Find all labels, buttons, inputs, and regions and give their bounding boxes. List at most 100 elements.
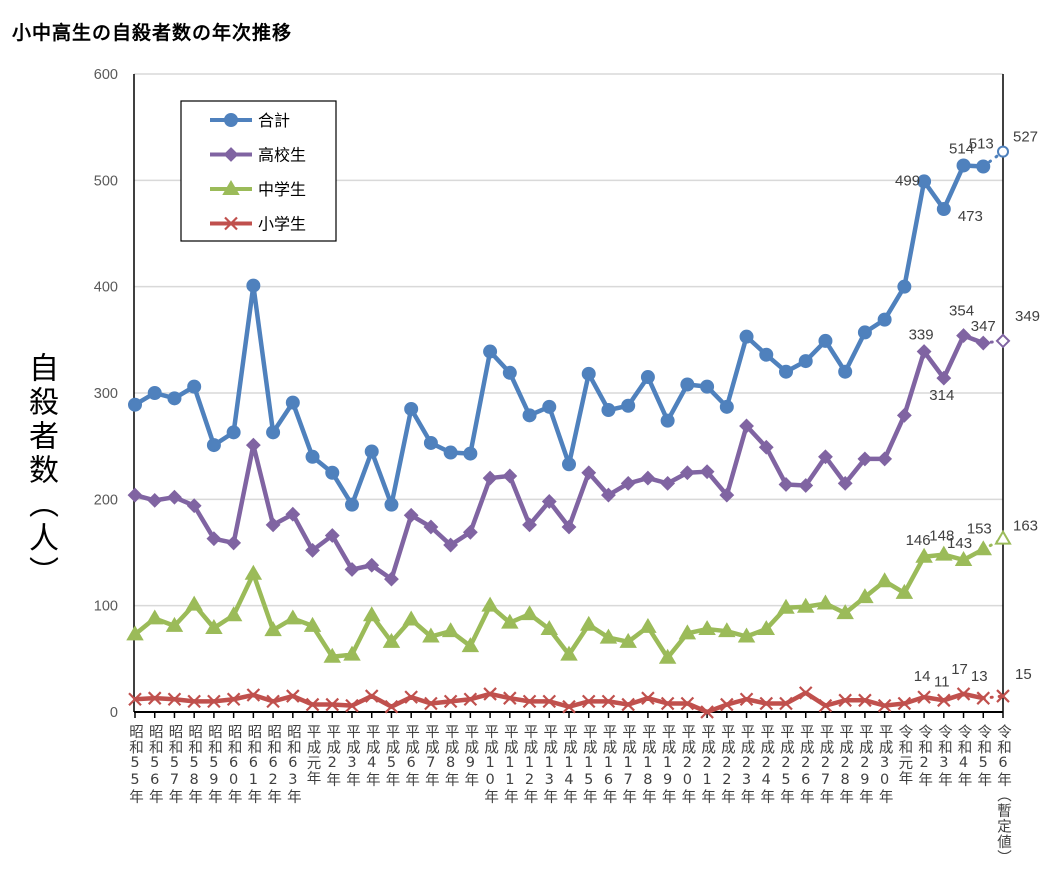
diamond-marker <box>581 465 597 481</box>
triangle-marker <box>579 615 598 631</box>
x-marker <box>246 688 261 702</box>
x-tick-label: 平成28年 <box>837 724 854 805</box>
x-marker <box>700 705 714 719</box>
diamond-marker <box>778 477 794 492</box>
x-tick-label: 平成13年 <box>541 724 558 805</box>
x-marker <box>937 693 951 708</box>
x-marker <box>305 697 320 712</box>
data-label: 499 <box>895 172 920 189</box>
triangle-marker <box>935 545 953 561</box>
circle-marker <box>838 364 853 379</box>
circle-marker <box>601 403 616 418</box>
x-tick-label: 昭和63年 <box>284 724 301 805</box>
x-marker <box>147 691 162 705</box>
provisional-dotted-line <box>981 694 1005 700</box>
circle-marker <box>779 364 793 379</box>
circle-marker <box>759 347 774 362</box>
data-label: 17 <box>951 661 968 678</box>
diamond-marker <box>679 465 695 481</box>
triangle-marker <box>895 583 914 599</box>
diamond-marker <box>324 528 340 543</box>
triangle-marker <box>915 547 933 563</box>
diamond-marker <box>837 475 853 491</box>
data-label: 14 <box>914 668 931 685</box>
x-tick-label: 昭和62年 <box>265 724 282 805</box>
x-tick-label: 平成22年 <box>718 724 735 805</box>
diamond-marker <box>502 468 518 484</box>
diamond-marker <box>660 475 676 491</box>
x-marker <box>996 689 1010 703</box>
triangle-marker <box>461 637 480 653</box>
circle-marker <box>404 401 419 416</box>
x-marker <box>779 696 793 711</box>
triangle-marker <box>422 627 440 643</box>
x-tick-label: 昭和56年 <box>146 724 163 805</box>
circle-marker <box>739 329 754 344</box>
diamond-marker <box>482 470 498 486</box>
data-label: 354 <box>949 303 974 320</box>
x-marker <box>641 691 655 705</box>
triangle-marker <box>777 598 795 614</box>
circle-marker <box>857 325 872 340</box>
diamond-marker <box>186 498 202 514</box>
circle-marker <box>936 202 951 217</box>
data-label: 527 <box>1013 129 1038 146</box>
data-label: 514 <box>949 140 974 157</box>
circle-marker <box>997 145 1009 158</box>
triangle-marker <box>540 620 559 636</box>
circle-marker <box>266 425 281 440</box>
triangle-marker <box>678 624 697 640</box>
triangle-marker <box>244 564 263 580</box>
x-marker <box>286 689 300 703</box>
series-line <box>134 333 985 582</box>
x-tick-label: 平成23年 <box>738 724 755 805</box>
y-tick-label: 0 <box>110 705 118 721</box>
x-tick-label: 令和5年 <box>975 724 992 788</box>
x-marker <box>897 696 912 711</box>
y-axis-label: 自殺者数（人） <box>23 352 58 590</box>
data-label: 148 <box>929 528 954 545</box>
x-marker <box>224 216 238 231</box>
diamond-marker <box>285 506 301 522</box>
circle-marker <box>542 399 557 414</box>
x-marker <box>483 687 497 701</box>
triangle-marker <box>402 610 420 626</box>
series-line <box>134 690 984 715</box>
x-marker <box>976 691 991 705</box>
circle-marker <box>167 391 182 406</box>
triangle-marker <box>698 620 716 636</box>
diamond-marker <box>699 464 715 480</box>
x-marker <box>877 698 892 713</box>
triangle-marker <box>737 627 756 643</box>
circle-marker <box>364 444 379 459</box>
diamond-marker <box>975 335 991 351</box>
diamond-marker <box>206 531 222 547</box>
triangle-marker <box>856 588 874 604</box>
legend-label: 小学生 <box>258 215 306 234</box>
circle-marker <box>680 377 695 392</box>
x-marker <box>739 692 754 707</box>
diamond-marker <box>305 542 320 558</box>
data-label: 11 <box>934 673 950 690</box>
x-marker <box>266 694 280 709</box>
x-tick-label: 平成元年 <box>304 724 321 786</box>
diamond-marker <box>462 524 478 540</box>
diamond-marker <box>601 487 616 503</box>
circle-marker <box>147 386 162 400</box>
diamond-marker <box>147 492 163 508</box>
diamond-marker <box>936 370 952 386</box>
x-marker <box>443 694 458 709</box>
circle-marker <box>640 370 655 385</box>
y-tick-label: 400 <box>94 280 118 296</box>
triangle-marker <box>126 625 144 641</box>
x-marker <box>562 699 576 714</box>
triangle-marker <box>520 605 539 621</box>
x-marker <box>424 696 438 711</box>
diamond-marker <box>995 333 1011 349</box>
y-tick-label: 500 <box>94 173 118 189</box>
x-tick-label: 平成27年 <box>817 724 834 805</box>
circle-marker <box>483 344 498 359</box>
